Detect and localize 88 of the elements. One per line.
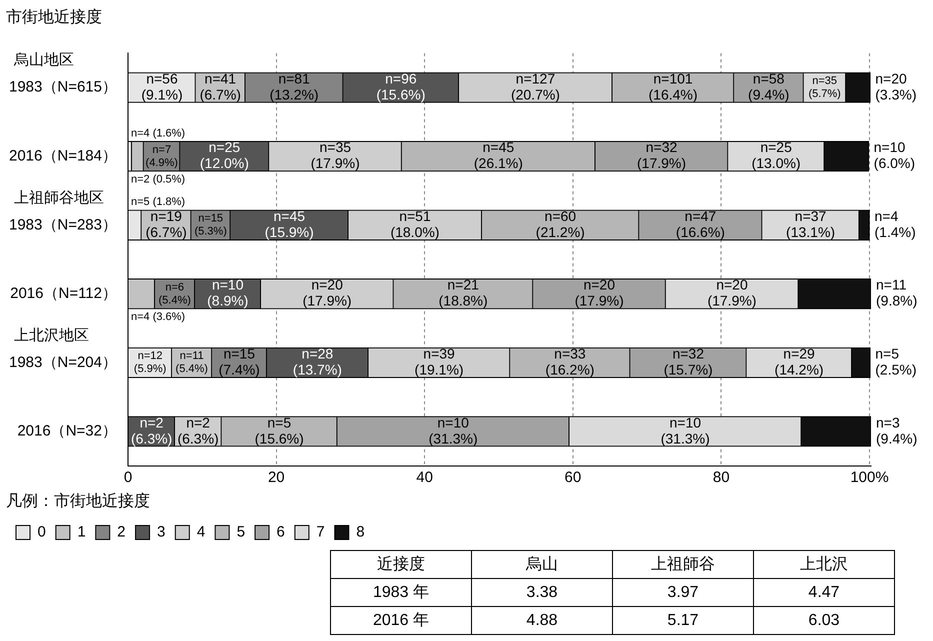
data-label: n=96 (15.6%): [376, 70, 426, 102]
y-tick-label: 1983（N=283）: [8, 216, 117, 234]
y-axis-title: 近接度: [330, 550, 472, 578]
x-tick-label: 烏山: [472, 550, 612, 578]
x-tick-label: 40: [416, 468, 433, 486]
data-label: n=127 (20.7%): [510, 70, 560, 102]
y-tick-label: 2016 年: [330, 606, 472, 634]
legend-label: 2: [117, 524, 126, 541]
data-label: n=41 (6.7%): [200, 70, 241, 102]
y-tick-label: 2016（N=32）: [17, 422, 117, 440]
data-label: n=101 (16.4%): [648, 70, 698, 102]
data-label: n=25 (12.0%): [200, 139, 249, 172]
legend-label: 1: [77, 524, 86, 541]
data-label: n=60 (21.2%): [536, 208, 585, 240]
legend-title: 凡例：市街地近接度: [6, 492, 150, 510]
data-label: n=3 (9.4%): [876, 414, 918, 446]
data-label: n=47 (16.6%): [676, 208, 725, 240]
x-tick-label: 上祖師谷: [612, 550, 754, 578]
data-label: n=20 (3.3%): [875, 70, 916, 102]
text: 烏山地区: [13, 52, 74, 69]
data-label: n=45 (15.9%): [264, 208, 314, 240]
legend-label: 3: [157, 524, 166, 541]
data-label: n=58 (9.4%): [748, 70, 790, 102]
data-label: n=56 (9.1%): [141, 70, 183, 102]
data-label: n=10 (8.9%): [207, 276, 248, 309]
data-label: n=11 (9.8%): [876, 276, 918, 309]
chart-title: 市街地近接度: [6, 8, 102, 26]
data-label: 3.97: [612, 578, 754, 606]
text: 上祖師谷地区: [14, 189, 104, 206]
data-label: n=35 (17.9%): [310, 139, 360, 172]
data-label: n=10 (6.0%): [874, 139, 916, 172]
data-label: n=33 (16.2%): [545, 346, 594, 378]
data-label: 4.88: [472, 606, 612, 634]
data-label: n=7 (4.9%): [146, 144, 178, 169]
data-label: n=32 (17.9%): [637, 139, 686, 172]
legend-label: 7: [316, 524, 325, 541]
data-label: 3.38: [472, 578, 612, 606]
data-label: n=10 (31.3%): [428, 414, 478, 446]
data-label: n=2 (6.3%): [130, 414, 172, 446]
y-tick-label: 1983（N=204）: [8, 354, 117, 371]
data-label: n=12 (5.9%): [134, 350, 166, 376]
data-label: n=5 (15.6%): [254, 414, 304, 446]
data-label: n=5 (1.8%): [130, 196, 186, 208]
data-label: n=21 (18.8%): [438, 276, 488, 309]
y-tick-label: 1983 年: [330, 578, 472, 606]
data-label: n=2 (6.3%): [177, 414, 219, 446]
legend-label: 5: [236, 524, 246, 541]
data-label: n=29 (14.2%): [774, 346, 824, 378]
data-label: n=20 (17.9%): [302, 276, 352, 309]
y-tick-label: 1983（N=615）: [8, 78, 117, 96]
x-tick-label: 80: [712, 468, 730, 486]
data-label: n=51 (18.0%): [390, 208, 440, 240]
data-label: n=35 (5.7%): [808, 75, 841, 100]
legend-label: 6: [276, 524, 285, 541]
data-label: 6.03: [754, 606, 894, 634]
data-label: n=4 (1.6%): [130, 127, 186, 140]
data-label: n=2 (0.5%): [130, 173, 186, 186]
y-tick-label: 2016（N=112）: [10, 285, 117, 302]
data-label: n=20 (17.9%): [707, 276, 756, 309]
data-label: n=28 (13.7%): [292, 346, 342, 378]
data-label: 4.47: [754, 578, 894, 606]
x-tick-label: 100%: [850, 468, 889, 486]
x-tick-label: 上北沢: [754, 550, 894, 578]
data-label: n=11 (5.4%): [176, 350, 208, 376]
legend-label: 4: [196, 524, 206, 541]
legend-label: 0: [38, 524, 46, 541]
data-label: n=15 (7.4%): [218, 346, 260, 378]
data-label: n=10 (31.3%): [660, 414, 710, 446]
data-label: n=45 (26.1%): [474, 139, 523, 172]
data-label: n=81 (13.2%): [270, 70, 319, 102]
data-label: n=25 (13.0%): [752, 139, 801, 172]
x-tick-label: 60: [564, 468, 582, 486]
x-tick-label: 20: [268, 468, 285, 486]
data-label: n=15 (5.3%): [194, 212, 227, 238]
data-label: n=4 (3.6%): [130, 310, 186, 323]
data-label: n=6 (5.4%): [158, 281, 191, 306]
data-label: n=5 (2.5%): [875, 346, 916, 378]
data-label: 5.17: [612, 606, 754, 634]
data-label: n=4 (1.4%): [874, 208, 916, 240]
data-label: n=20 (17.9%): [574, 276, 624, 309]
y-tick-label: 2016（N=184）: [8, 147, 117, 164]
data-label: n=32 (15.7%): [664, 346, 713, 378]
data-label: n=37 (13.1%): [786, 208, 836, 240]
data-label: n=19 (6.7%): [146, 208, 187, 240]
legend-label: 8: [356, 524, 365, 541]
data-label: n=39 (19.1%): [414, 346, 464, 378]
x-tick-label: 0: [124, 468, 132, 486]
text: 上北沢地区: [14, 326, 89, 344]
